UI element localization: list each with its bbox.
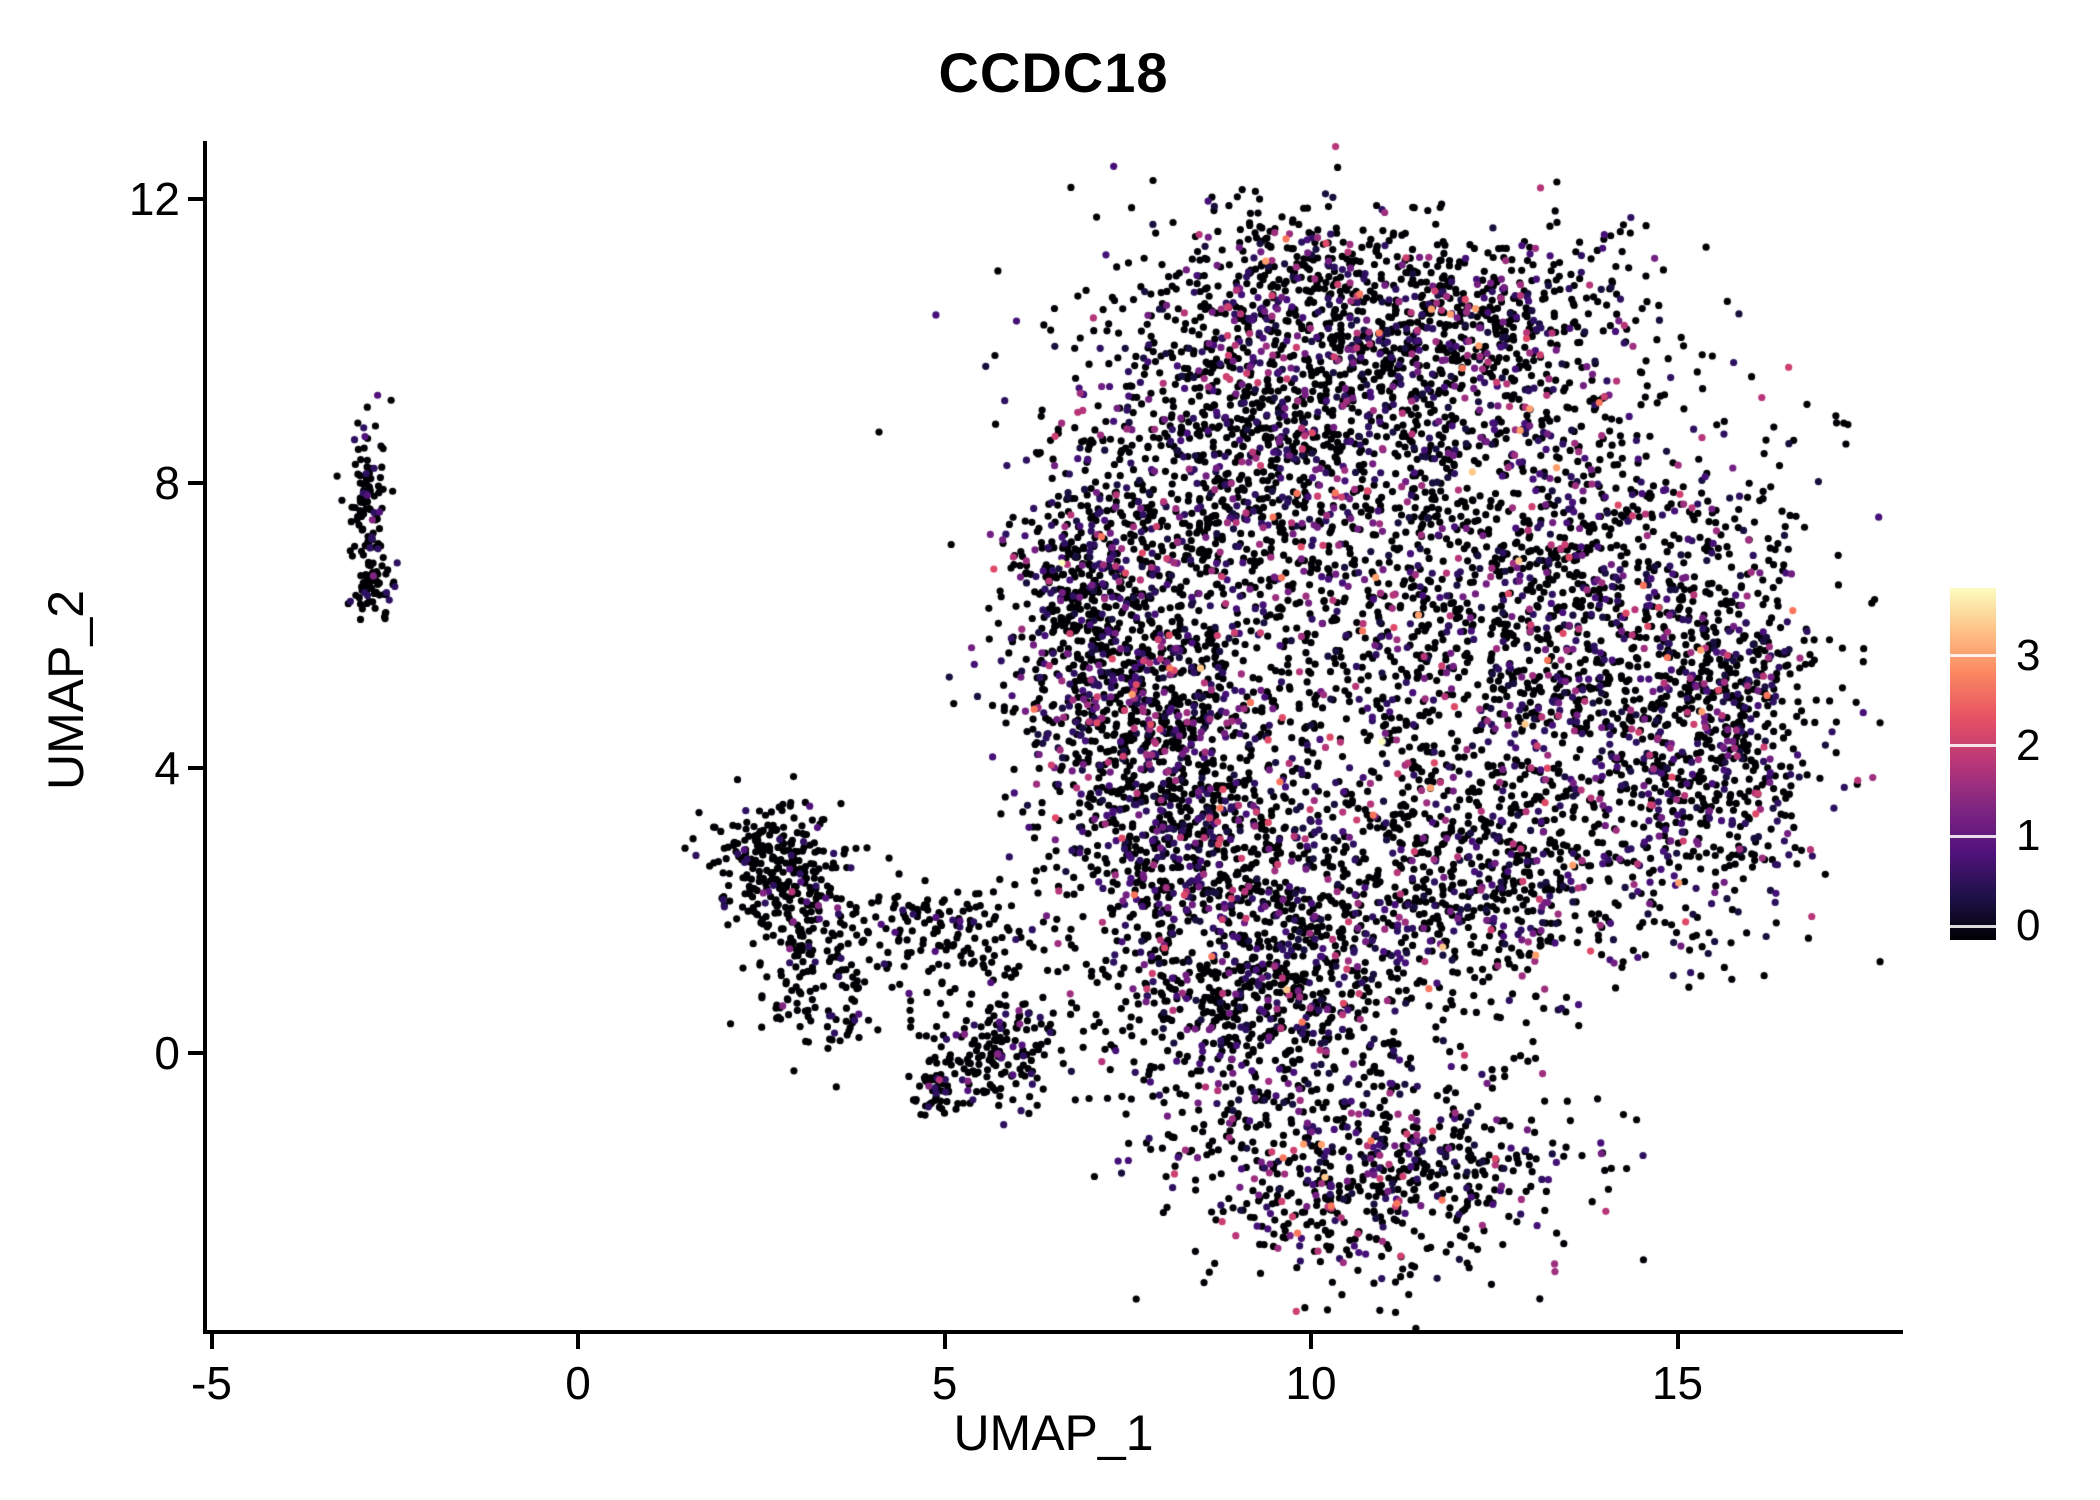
- colorbar-tick-label: 2: [2016, 720, 2041, 770]
- colorbar-tick-label: 1: [2016, 811, 2041, 861]
- y-tick-label: 12: [128, 172, 180, 225]
- y-tick-mark: [188, 481, 203, 486]
- x-tick-mark: [1675, 1334, 1680, 1349]
- y-tick-label: 4: [154, 742, 180, 795]
- x-tick-mark: [1309, 1334, 1313, 1349]
- y-axis-line: [203, 141, 207, 1334]
- x-tick-mark: [576, 1334, 580, 1349]
- y-tick-mark: [188, 766, 203, 771]
- x-tick-mark: [942, 1334, 947, 1349]
- plot-title: CCDC18: [938, 41, 1169, 104]
- y-tick-label: 8: [154, 457, 180, 510]
- x-axis-line: [203, 1330, 1903, 1334]
- colorbar-tick-mark: [1950, 834, 1996, 838]
- y-tick-mark: [188, 1051, 203, 1055]
- colorbar-gradient: [1950, 588, 1996, 940]
- x-tick-label: 0: [565, 1357, 591, 1409]
- colorbar-tick-label: 0: [2016, 901, 2041, 951]
- y-tick-mark: [188, 196, 203, 201]
- x-tick-label: 10: [1285, 1357, 1337, 1409]
- colorbar-tick-mark: [1950, 924, 1996, 928]
- colorbar-legend: [1950, 588, 1996, 940]
- x-axis-label: UMAP_1: [953, 1405, 1154, 1461]
- x-tick-label: -5: [191, 1357, 232, 1409]
- x-tick-label: 5: [931, 1357, 958, 1409]
- x-tick-mark: [209, 1334, 214, 1349]
- y-axis-label: UMAP_2: [38, 589, 94, 791]
- colorbar-tick-label: 3: [2016, 630, 2041, 680]
- y-tick-label: 0: [154, 1027, 180, 1079]
- colorbar-tick-mark: [1950, 654, 1996, 658]
- colorbar-tick-mark: [1950, 744, 1996, 748]
- x-tick-label: 15: [1651, 1357, 1704, 1409]
